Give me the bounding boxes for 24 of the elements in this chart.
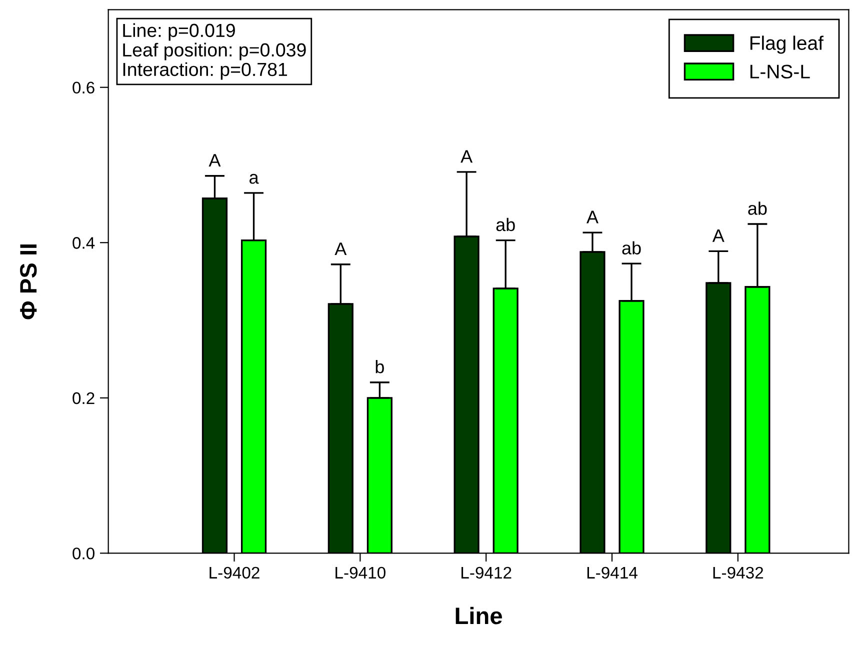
annotation: b bbox=[376, 360, 384, 374]
x-axis-title: Line bbox=[456, 606, 502, 624]
annotation: ab bbox=[622, 241, 641, 254]
y-tick-label: 0.2 bbox=[72, 392, 94, 404]
x-tick-label: L-9432 bbox=[713, 566, 764, 579]
annotation: Line: p=0.019 Leaf position: p=0.039 Interaction: p=0.781 bbox=[123, 23, 306, 80]
annotation: A bbox=[208, 154, 221, 167]
legend-label: Flag leaf bbox=[750, 36, 824, 54]
annotation: A bbox=[586, 210, 598, 224]
y-axis-title: Φ PS II bbox=[20, 244, 37, 320]
legend-label: L-NS-L bbox=[750, 64, 810, 78]
x-tick-label: L-9412 bbox=[462, 566, 512, 579]
annotation: ab bbox=[496, 218, 515, 232]
y-tick-label: 0.4 bbox=[72, 237, 95, 249]
y-tick-label: 0.0 bbox=[72, 548, 94, 560]
annotation: a bbox=[250, 174, 259, 184]
annotation: ab bbox=[748, 202, 767, 215]
y-tick-label: 0.6 bbox=[72, 82, 94, 94]
annotation: A bbox=[712, 229, 724, 242]
annotation: A bbox=[334, 242, 347, 256]
x-tick-label: L-9402 bbox=[210, 566, 260, 579]
annotation: A bbox=[460, 150, 473, 163]
x-tick-label: L-9414 bbox=[587, 566, 638, 579]
x-tick-label: L-9410 bbox=[336, 566, 386, 579]
